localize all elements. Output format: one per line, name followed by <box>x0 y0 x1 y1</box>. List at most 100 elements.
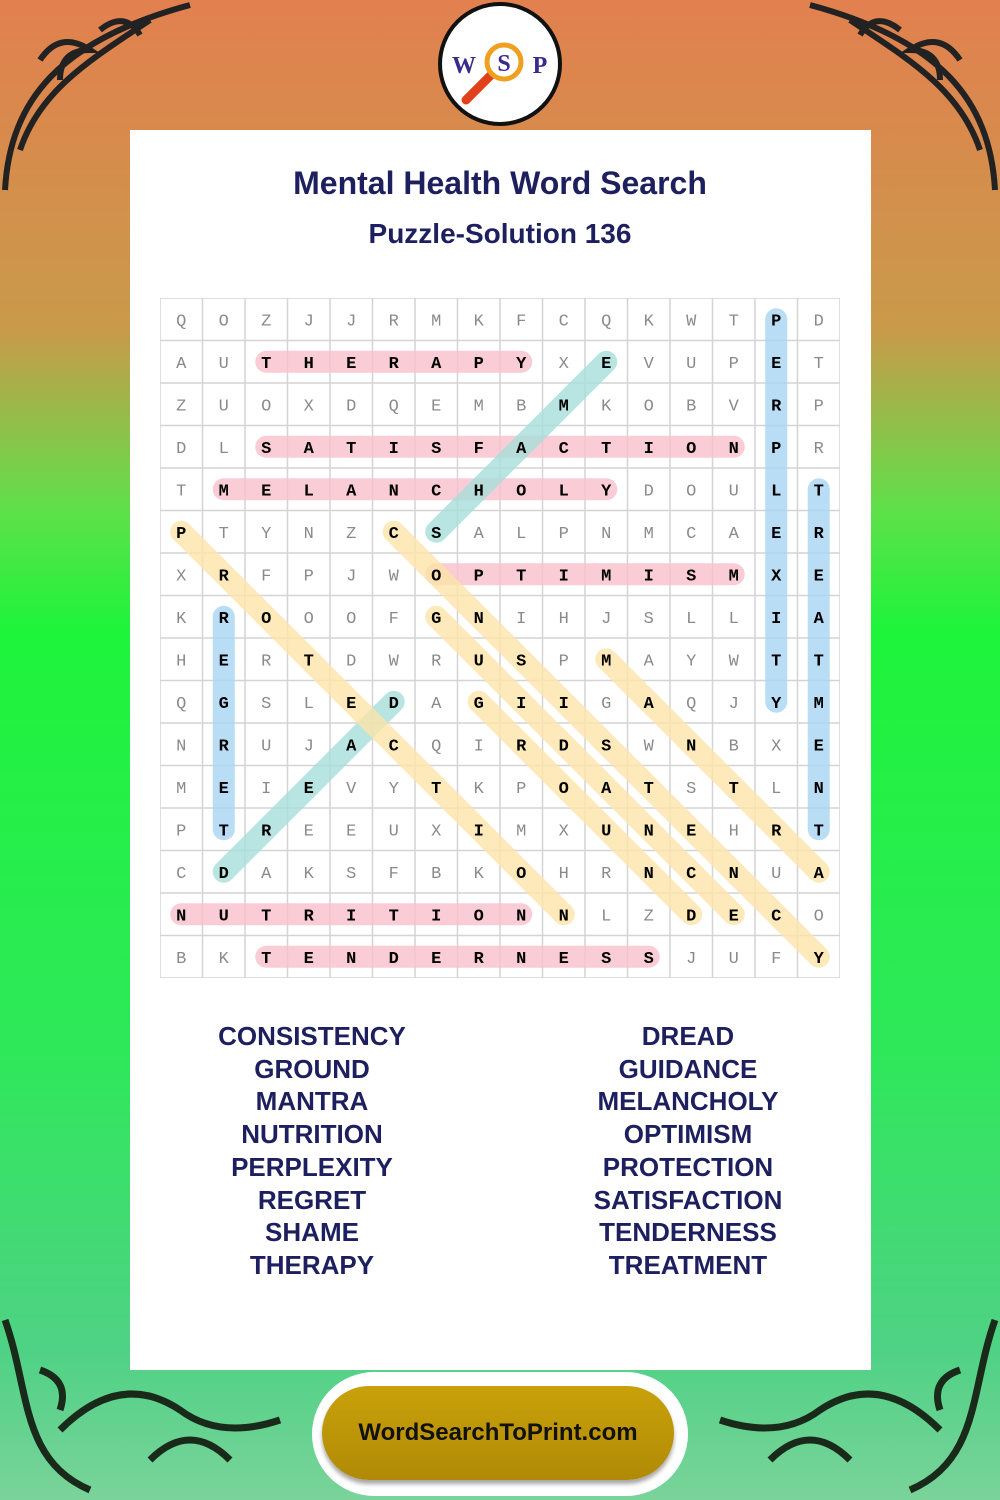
word-list-left: CONSISTENCY GROUND MANTRA NUTRITION PERPLEXI… <box>132 1020 492 1282</box>
grid-cell: S <box>686 780 696 799</box>
grid-cell: T <box>644 780 654 799</box>
grid-cell: U <box>219 397 229 416</box>
word-list-item: PROTECTION <box>602 1151 774 1182</box>
site-link[interactable]: WordSearchToPrint.com <box>322 1386 674 1480</box>
grid-cell: N <box>176 737 186 756</box>
grid-cell: S <box>644 610 654 629</box>
grid-cell: I <box>771 610 781 629</box>
grid-cell: Y <box>601 482 612 501</box>
grid-cell: N <box>729 865 739 884</box>
grid-cell: C <box>431 482 441 501</box>
grid-cell: O <box>686 482 696 501</box>
grid-cell: A <box>261 865 272 884</box>
grid-cell: F <box>474 440 484 459</box>
grid-cell: J <box>346 312 356 331</box>
grid-cell: E <box>431 397 441 416</box>
grid-cell: J <box>346 567 356 586</box>
grid-cell: P <box>729 355 739 374</box>
grid-cell: W <box>644 737 655 756</box>
grid-cell: O <box>474 907 484 926</box>
grid-cell: H <box>559 865 569 884</box>
grid-cell: L <box>686 610 696 629</box>
grid-cell: T <box>431 780 441 799</box>
grid-cell: P <box>559 525 569 544</box>
grid-cell: E <box>729 907 739 926</box>
grid-cell: J <box>304 737 314 756</box>
grid-cell: T <box>389 907 399 926</box>
word-list-item: TREATMENT <box>608 1249 768 1280</box>
grid-cell: S <box>516 652 526 671</box>
grid-cell: A <box>304 440 315 459</box>
grid-cell: P <box>559 652 569 671</box>
grid-cell: A <box>814 610 825 629</box>
grid-cell: S <box>431 440 441 459</box>
grid-cell: V <box>644 355 655 374</box>
grid-cell: R <box>516 737 527 756</box>
grid-cell: R <box>814 525 825 544</box>
grid-cell: N <box>304 525 314 544</box>
grid-cell: A <box>474 525 485 544</box>
grid-cell: J <box>686 950 696 969</box>
highlight-shame <box>425 350 618 543</box>
grid-cell: R <box>771 822 782 841</box>
grid-cell: R <box>219 737 230 756</box>
grid-cell: Q <box>431 737 441 756</box>
grid-cell: V <box>729 397 740 416</box>
grid-cell: M <box>644 525 654 544</box>
grid-cell: N <box>686 737 696 756</box>
grid-cell: U <box>601 822 611 841</box>
highlight-ground <box>467 690 703 926</box>
grid-cell: H <box>559 610 569 629</box>
grid-cell: O <box>219 312 229 331</box>
grid-cell: T <box>219 525 229 544</box>
grid-cell: I <box>516 610 526 629</box>
grid-cell: G <box>431 610 441 629</box>
grid-cell: R <box>219 567 230 586</box>
grid-cell: O <box>644 397 654 416</box>
grid-cell: E <box>601 355 611 374</box>
grid-cell: R <box>389 355 400 374</box>
grid-cell: F <box>771 950 781 969</box>
grid-cell: P <box>304 567 314 586</box>
grid-cell: A <box>814 865 825 884</box>
grid-cell: I <box>516 695 526 714</box>
grid-cell: I <box>431 907 441 926</box>
grid-cell: K <box>176 610 187 629</box>
grid-cell: C <box>389 737 399 756</box>
grid-cell: T <box>729 312 739 331</box>
svg-text:S: S <box>497 51 510 77</box>
grid-cell: R <box>601 865 611 884</box>
grid-cell: L <box>559 482 569 501</box>
grid-cell: Q <box>176 695 186 714</box>
grid-cell: I <box>644 567 654 586</box>
grid-cell: N <box>644 865 654 884</box>
grid-cell: E <box>261 482 271 501</box>
grid-cell: N <box>346 950 356 969</box>
grid-cell: R <box>261 822 272 841</box>
grid-cell: U <box>261 737 271 756</box>
word-list-item: NUTRITION <box>241 1119 383 1150</box>
grid-cell: X <box>304 397 314 416</box>
grid-cell: Q <box>389 397 399 416</box>
grid-cell: W <box>686 312 697 331</box>
grid-cell: Y <box>516 355 527 374</box>
grid-cell: N <box>516 907 526 926</box>
grid-cell: H <box>176 652 186 671</box>
grid-cell: K <box>304 865 315 884</box>
grid-cell: E <box>431 950 441 969</box>
grid-cell: O <box>261 397 271 416</box>
grid-cell: U <box>729 950 739 969</box>
grid-cell: L <box>601 907 611 926</box>
grid-cell: L <box>729 610 739 629</box>
grid-cell: D <box>644 482 654 501</box>
grid-cell: E <box>219 652 229 671</box>
grid-cell: C <box>686 865 696 884</box>
grid-cell: I <box>389 440 399 459</box>
corner-ornament-icon <box>809 2 998 191</box>
grid-cell: P <box>771 312 781 331</box>
grid-cell: S <box>601 737 611 756</box>
grid-cell: T <box>814 822 824 841</box>
grid-cell: D <box>686 907 696 926</box>
grid-cell: L <box>771 482 781 501</box>
grid-cell: I <box>261 780 271 799</box>
